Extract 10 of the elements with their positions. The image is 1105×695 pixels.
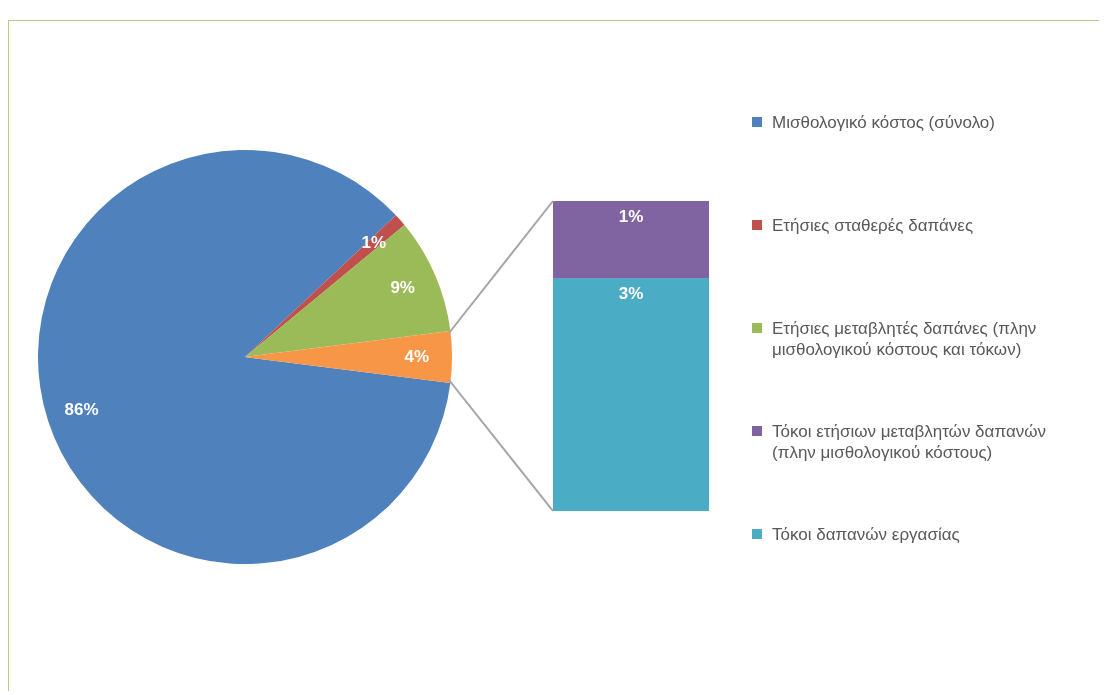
- data-label: 1%: [618, 206, 644, 226]
- data-label: 4%: [404, 346, 430, 366]
- legend-label: Τόκοι ετήσιων μεταβλητών δαπανών (πλην μισθολογικού κόστους): [772, 421, 1047, 463]
- legend-label: Μισθολογικό κόστος (σύνολο): [772, 112, 996, 133]
- data-label: 3%: [618, 284, 644, 304]
- data-label: 9%: [390, 278, 415, 298]
- legend-label: Ετήσιες σταθερές δαπάνες: [772, 215, 975, 236]
- data-label: 86%: [64, 399, 99, 419]
- legend-label: Τόκοι δαπανών εργασίας: [772, 524, 961, 545]
- legend-label: Ετήσιες μεταβλητές δαπάνες (πλην μισθολογικού κόστους και τόκων): [772, 318, 1038, 360]
